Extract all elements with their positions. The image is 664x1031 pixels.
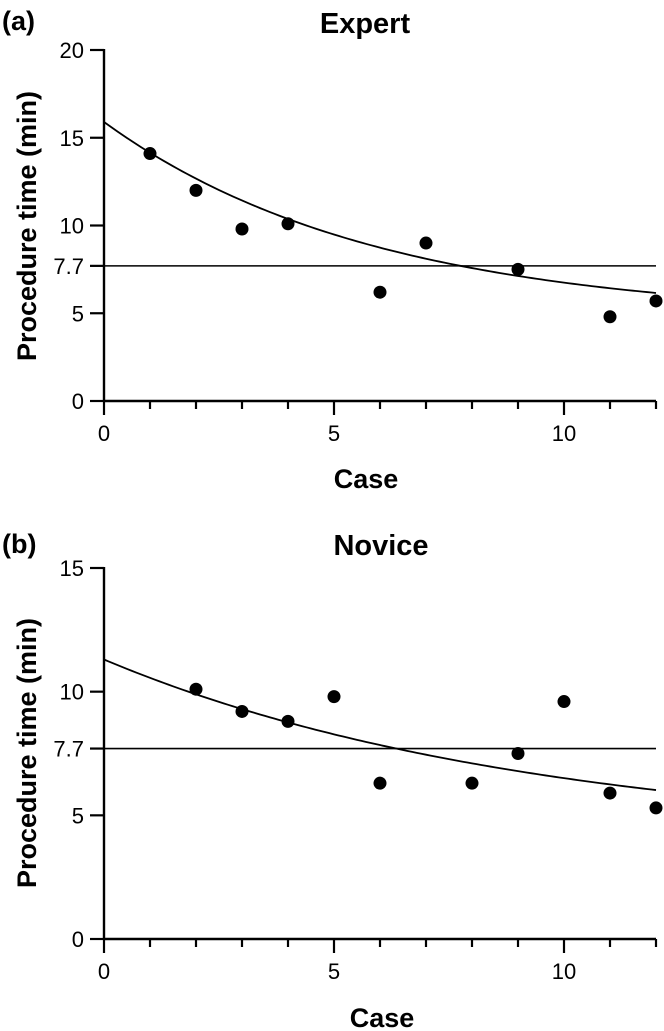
data-point: [557, 695, 571, 709]
data-point: [281, 217, 295, 231]
reference-line-label: 7.7: [53, 254, 84, 279]
chart-title: Novice: [333, 530, 428, 562]
data-point: [603, 310, 617, 324]
data-point: [327, 690, 341, 704]
reference-line-label: 7.7: [53, 737, 84, 762]
y-tick-label: 20: [60, 38, 84, 63]
data-point: [419, 236, 433, 250]
x-tick-label: 10: [552, 421, 576, 446]
data-point: [235, 222, 249, 236]
y-tick-label: 10: [60, 214, 84, 239]
y-tick-label: 5: [72, 803, 84, 828]
x-tick-label: 10: [552, 959, 576, 984]
x-tick-label: 5: [328, 959, 340, 984]
y-axis-label: Procedure time (min): [12, 91, 42, 361]
panel-label: (a): [2, 6, 35, 36]
y-tick-label: 5: [72, 301, 84, 326]
expert-chart: (a) Expert Procedure time (min) Case 0 5 1…: [2, 6, 663, 494]
y-tick-label: 0: [72, 927, 84, 952]
data-point: [511, 262, 525, 276]
x-tick-label: 5: [328, 421, 340, 446]
data-point: [281, 714, 295, 728]
data-point: [649, 294, 663, 308]
plot-area: 0 5 10 0 5 10 15 20 7.7: [53, 38, 663, 446]
y-tick-label: 15: [60, 556, 84, 581]
data-point: [511, 747, 525, 760]
y-axis-label: Procedure time (min): [12, 618, 42, 888]
y-tick-label: 15: [60, 126, 84, 151]
data-point: [649, 801, 663, 815]
fit-curve: [103, 658, 657, 791]
x-tick-label: 0: [98, 421, 110, 446]
data-point: [235, 704, 249, 718]
y-tick-label: 10: [60, 680, 84, 705]
panel-label: (b): [2, 529, 36, 559]
fit-curve: [103, 121, 657, 294]
data-point: [189, 183, 203, 197]
data-point: [373, 285, 387, 299]
x-tick-label: 0: [98, 959, 110, 984]
data-point: [189, 682, 203, 696]
data-point: [603, 786, 617, 800]
x-axis-label: Case: [350, 1003, 415, 1031]
data-point: [373, 776, 387, 790]
y-tick-label: 0: [72, 389, 84, 414]
chart-title: Expert: [320, 8, 411, 40]
plot-area: 0 5 10 0 5 10 15 7.7: [53, 556, 663, 984]
x-axis-label: Case: [334, 464, 399, 494]
data-point: [143, 147, 157, 161]
data-point: [465, 776, 479, 790]
novice-chart: (b) Novice Procedure time (min) Case 0 5 1…: [2, 529, 663, 1031]
